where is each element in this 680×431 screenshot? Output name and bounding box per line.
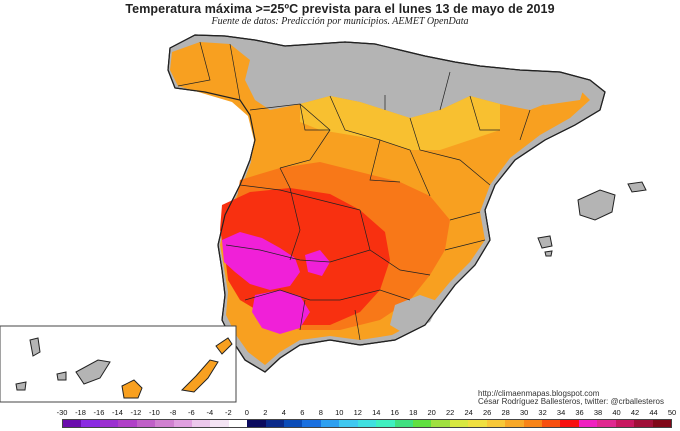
legend-tick-label: 42 [630,408,640,417]
legend-tick-label: 18 [409,408,418,417]
legend-swatch [136,420,156,427]
legend-swatch [99,420,119,427]
legend-tick-label: 26 [482,408,492,417]
province-borders [177,41,531,341]
region-magenta-center [305,250,330,276]
legend-swatch [431,420,450,427]
legend-tick-label: -14 [112,408,123,417]
legend-tick-label: 30 [519,408,529,417]
island-lanzarote [215,337,233,355]
legend-swatch [449,420,469,427]
legend-swatch [376,420,395,427]
legend-swatch [357,420,377,427]
island-el-hierro [15,381,27,391]
legend-swatch [247,420,266,427]
legend-tick-label: 38 [593,408,603,417]
legend-swatch [486,420,506,427]
island-formentera [544,250,553,257]
legend-tick-label: 22 [446,408,455,417]
legend-tick-label: 24 [464,408,473,417]
legend-swatch [81,420,100,427]
legend-swatch [634,420,653,427]
legend-tick-label: 14 [372,408,381,417]
region-magenta-west [222,232,300,290]
legend-tick-label: -18 [75,408,86,417]
legend-tick-label: 4 [281,408,286,417]
legend-swatch [118,420,137,427]
legend-tick-label: 32 [538,408,547,417]
canary-inset-frame [0,325,237,403]
color-legend: -30 -18 -16 -14 -12 -10 -8 -6 -4 -2 0 2 4 6 8 10 12 14 16 1… [57,408,677,430]
legend-tick-label: -8 [169,408,177,417]
legend-tick-label: -6 [188,408,195,417]
legend-swatch [505,420,524,427]
legend-tick-label: 12 [353,408,362,417]
legend-swatch [63,420,82,427]
legend-ticks: -30 -18 -16 -14 -12 -10 -8 -6 -4 -2 0 2 4 6 8 10 12 14 16 1… [57,408,677,418]
legend-swatch [155,420,174,427]
credit-url: http://climaenmapas.blogspot.com [478,389,600,398]
island-gran-canaria [121,379,143,399]
island-mallorca [577,189,616,221]
legend-tick-label: -2 [225,408,232,417]
legend-tick-label: 0 [244,408,249,417]
island-tenerife [75,359,111,385]
legend-tick-label: 50 [667,408,677,417]
legend-swatch [265,420,285,427]
legend-swatch [320,420,340,427]
legend-tick-label: 16 [390,408,399,417]
legend-tick-label: 8 [318,408,323,417]
legend-swatch [413,420,432,427]
legend-tick-label: 40 [612,408,621,417]
legend-swatch [191,420,211,427]
legend-tick-label: -10 [149,408,160,417]
credit-author: César Rodríguez Ballesteros, twitter: @c… [478,397,664,406]
legend-tick-label: 28 [501,408,510,417]
legend-swatch [615,420,635,427]
island-la-gomera [56,371,67,381]
map-subtitle: Fuente de datos: Predicción por municipi… [211,16,469,27]
legend-bar [62,419,672,428]
legend-tick-label: 10 [335,408,344,417]
island-fuerteventura [180,359,219,393]
legend-swatch [210,420,229,427]
legend-tick-label: 2 [263,408,268,417]
legend-tick-label: 34 [556,408,566,417]
region-grey-northeast [480,70,585,105]
legend-swatch [394,420,414,427]
region-grey-north [330,46,450,95]
island-menorca [627,181,647,193]
legend-swatch [597,420,616,427]
legend-swatch [302,420,321,427]
legend-swatch [523,420,542,427]
legend-swatch [560,420,579,427]
legend-swatch [228,420,248,427]
legend-tick-label: -16 [93,408,105,417]
legend-swatch [284,420,303,427]
region-red [220,188,390,325]
legend-tick-label: 44 [649,408,658,417]
region-grey-southeast [390,295,440,334]
island-la-palma [29,337,41,357]
legend-tick-label: -30 [56,408,68,417]
legend-swatch [578,420,598,427]
legend-tick-label: 36 [575,408,584,417]
legend-tick-label: -4 [206,408,214,417]
legend-tick-label: -12 [130,408,142,417]
region-magenta-south [252,290,310,334]
legend-swatch [173,420,192,427]
legend-swatch [541,420,561,427]
map-title: Temperatura máxima >=25ºC prevista para … [125,2,555,16]
island-ibiza [537,235,553,249]
legend-tick-label: 6 [300,408,305,417]
legend-swatch [339,420,358,427]
legend-swatch [468,420,487,427]
legend-tick-label: 20 [427,408,436,417]
region-light-orange [300,96,500,150]
legend-swatch [652,420,671,427]
